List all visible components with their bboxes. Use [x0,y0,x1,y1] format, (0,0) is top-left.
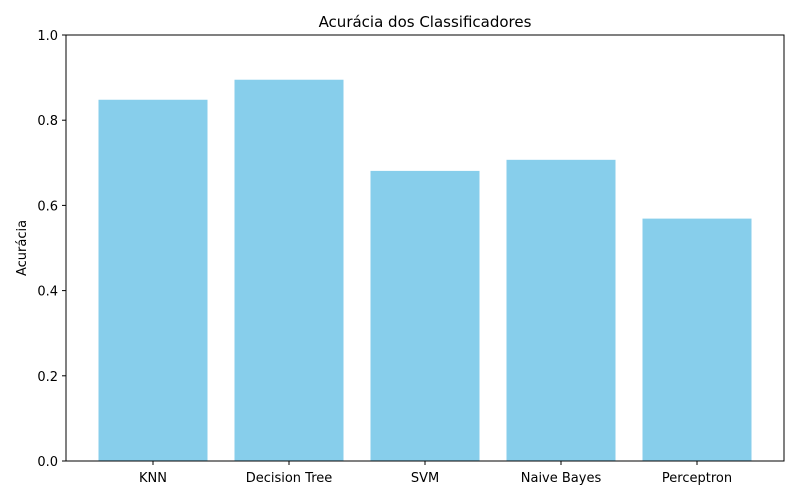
bar-knn [98,99,208,461]
bar-perceptron [642,218,752,461]
bar-decision-tree [234,79,344,461]
y-tick-label: 1.0 [37,29,58,44]
chart-title: Acurácia dos Classificadores [319,13,532,31]
y-tick-label: 0.6 [37,199,58,214]
y-tick-label: 0.0 [37,455,58,470]
bar-svm [370,170,480,462]
bar-naive-bayes [506,159,616,461]
y-tick-label: 0.2 [37,370,58,385]
x-tick-label: SVM [411,471,439,486]
x-tick-label: KNN [139,471,167,486]
plot-frame [65,34,785,462]
x-ticks-group: KNN Decision Tree SVM Naive Bayes Perceptron [139,461,732,486]
x-tick-label: Decision Tree [246,471,333,486]
y-tick-label: 0.8 [37,114,58,129]
x-tick-label: Perceptron [662,471,732,486]
y-ticks-group: 0.0 0.2 0.4 0.6 0.8 1.0 [37,29,66,470]
y-tick-label: 0.4 [37,285,58,300]
x-tick-label: Naive Bayes [521,471,602,486]
y-axis-label: Acurácia [15,220,30,276]
bars-group [98,79,752,462]
